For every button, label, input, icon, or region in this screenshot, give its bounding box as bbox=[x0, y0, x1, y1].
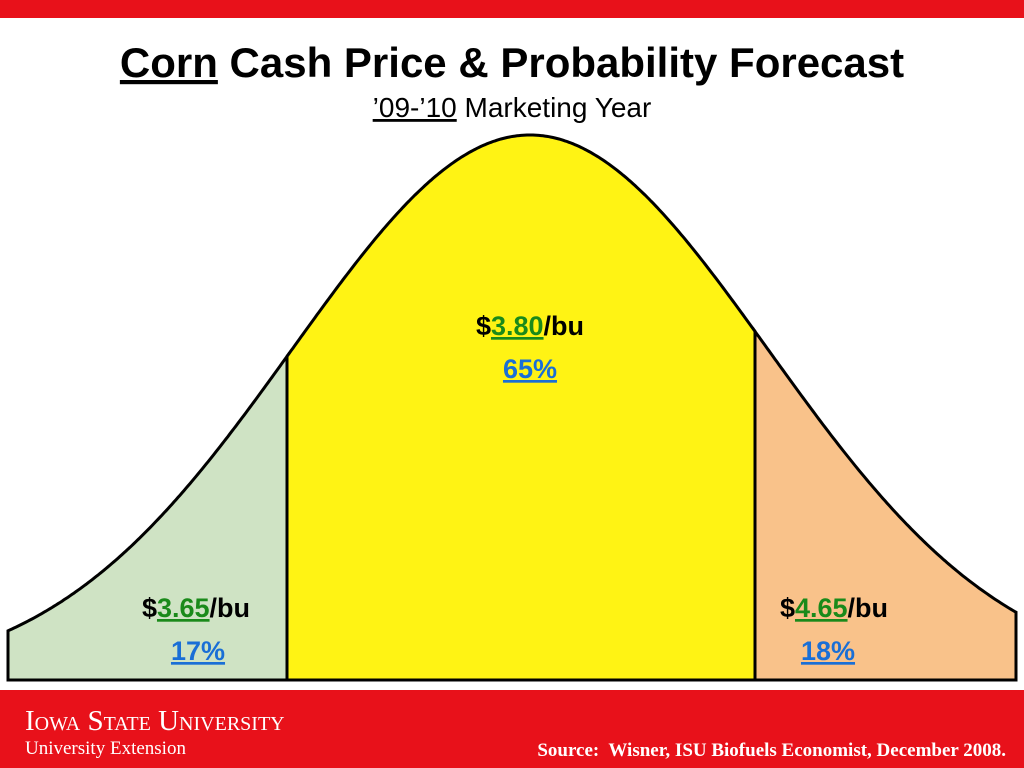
source: Source: Wisner, ISU Biofuels Economist, … bbox=[537, 740, 1006, 761]
subtitle-highlight: ’09-’10 bbox=[373, 92, 457, 123]
price: 4.65 bbox=[795, 593, 848, 623]
region-labels: $3.65/bu 17% $3.80/bu 65% $4.65/bu 18% bbox=[142, 311, 888, 666]
department: University Extension bbox=[25, 738, 186, 759]
currency: $ bbox=[780, 593, 795, 623]
curve-region bbox=[285, 133, 757, 682]
unit: /bu bbox=[848, 593, 889, 623]
probability: 18% bbox=[801, 636, 855, 666]
price-label: $3.65/bu bbox=[142, 593, 250, 623]
top-bar bbox=[0, 0, 1024, 18]
title: Corn Cash Price & Probability Forecast bbox=[120, 39, 904, 86]
price: 3.80 bbox=[491, 311, 544, 341]
subtitle-rest: Marketing Year bbox=[457, 92, 652, 123]
curve-region bbox=[6, 351, 289, 682]
footer-bar bbox=[0, 690, 1024, 768]
currency: $ bbox=[142, 593, 157, 623]
title-highlight: Corn bbox=[120, 39, 218, 86]
unit: /bu bbox=[210, 593, 251, 623]
price: 3.65 bbox=[157, 593, 210, 623]
university-name: Iowa State University bbox=[25, 705, 285, 737]
bell-curve bbox=[6, 133, 1018, 682]
price-label: $4.65/bu bbox=[780, 593, 888, 623]
probability: 65% bbox=[503, 354, 557, 384]
curve-region bbox=[753, 326, 1018, 682]
currency: $ bbox=[476, 311, 491, 341]
price-label: $3.80/bu bbox=[476, 311, 584, 341]
title-rest: Cash Price & Probability Forecast bbox=[218, 39, 904, 86]
unit: /bu bbox=[544, 311, 585, 341]
subtitle: ’09-’10 Marketing Year bbox=[373, 92, 652, 123]
probability: 17% bbox=[171, 636, 225, 666]
